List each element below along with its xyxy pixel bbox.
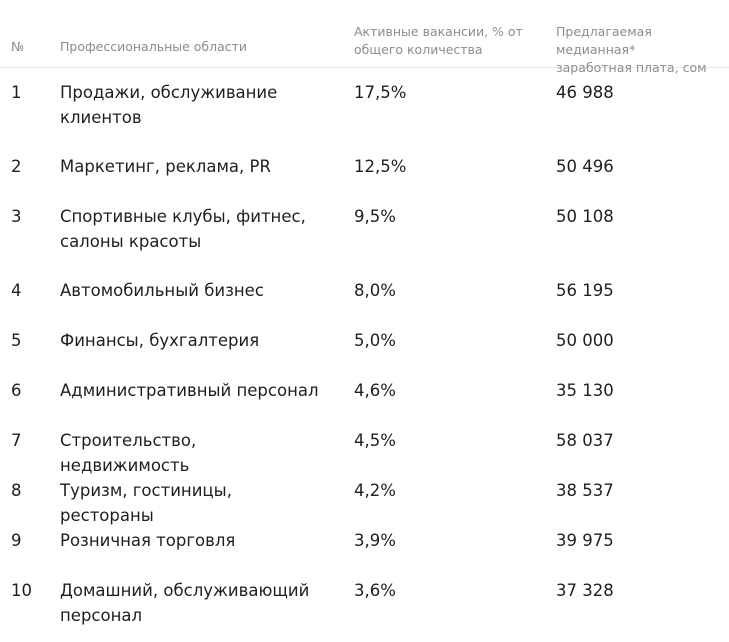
row-number: 6: [11, 381, 22, 400]
header-number: №: [11, 39, 25, 54]
row-professional-area: Туризм, гостиницы, рестораны: [60, 481, 232, 525]
row-vacancy-share: 17,5%: [354, 83, 407, 102]
row-vacancy-share: 3,9%: [354, 531, 396, 550]
row-median-salary: 46 988: [556, 83, 614, 102]
row-professional-area: Продажи, обслуживание клиентов: [60, 81, 330, 130]
row-professional-area: Маркетинг, реклама, PR: [60, 157, 271, 176]
row-median-salary: 37 328: [556, 581, 614, 600]
row-vacancy-share: 5,0%: [354, 331, 396, 350]
table-row: 7 Строительство, недвижимость 4,5% 58 03…: [0, 416, 729, 475]
table-row: 3 Спортивные клубы, фитнес, салоны красо…: [0, 192, 729, 266]
header-share-line-2: общего количества: [354, 42, 483, 57]
row-median-salary: 50 108: [556, 207, 614, 226]
row-number: 9: [11, 531, 22, 550]
row-area-line-2: салоны красоты: [60, 231, 202, 251]
row-number: 2: [11, 157, 22, 176]
table-row: 6 Административный персонал 4,6% 35 130: [0, 366, 729, 416]
row-number: 4: [11, 281, 22, 300]
header-salary-line-2: заработная плата, сом: [556, 60, 707, 75]
row-professional-area: Спортивные клубы, фитнес, салоны красоты: [60, 205, 330, 254]
row-number: 7: [11, 431, 22, 450]
row-number: 8: [11, 481, 22, 500]
row-professional-area: Розничная торговля: [60, 531, 236, 550]
row-number: 10: [11, 581, 32, 600]
table-row: 4 Автомобильный бизнес 8,0% 56 195: [0, 266, 729, 316]
table-row: 8 Туризм, гостиницы, рестораны 4,2% 38 5…: [0, 466, 729, 525]
row-median-salary: 50 000: [556, 331, 614, 350]
row-area-line-1: Продажи, обслуживание: [60, 83, 278, 102]
table-row: 5 Финансы, бухгалтерия 5,0% 50 000: [0, 316, 729, 366]
row-median-salary: 38 537: [556, 481, 614, 500]
row-area-line-1: Спортивные клубы, фитнес,: [60, 207, 306, 226]
row-professional-area: Строительство, недвижимость: [60, 431, 197, 475]
header-median-salary: Предлагаемая медианная* заработная плата…: [556, 23, 729, 77]
header-share-line-1: Активные вакансии, % от: [354, 24, 523, 39]
row-number: 3: [11, 207, 22, 226]
row-median-salary: 58 037: [556, 431, 614, 450]
row-vacancy-share: 4,2%: [354, 481, 396, 500]
table-row: 10 Домашний, обслуживающий персонал 3,6%…: [0, 566, 729, 640]
row-median-salary: 56 195: [556, 281, 614, 300]
row-median-salary: 50 496: [556, 157, 614, 176]
row-vacancy-share: 8,0%: [354, 281, 396, 300]
row-professional-area: Автомобильный бизнес: [60, 281, 264, 300]
row-vacancy-share: 4,5%: [354, 431, 396, 450]
row-median-salary: 35 130: [556, 381, 614, 400]
row-number: 1: [11, 83, 22, 102]
row-vacancy-share: 9,5%: [354, 207, 396, 226]
header-salary-line-1: Предлагаемая медианная*: [556, 24, 652, 57]
row-professional-area: Финансы, бухгалтерия: [60, 331, 260, 350]
row-vacancy-share: 4,6%: [354, 381, 396, 400]
row-professional-area: Административный персонал: [60, 381, 319, 400]
row-median-salary: 39 975: [556, 531, 614, 550]
table-row: 9 Розничная торговля 3,9% 39 975: [0, 516, 729, 566]
header-professional-area: Профессиональные области: [60, 39, 248, 54]
row-area-line-1: Домашний, обслуживающий: [60, 581, 310, 600]
row-vacancy-share: 3,6%: [354, 581, 396, 600]
table-row: 1 Продажи, обслуживание клиентов 17,5% 4…: [0, 68, 729, 142]
row-area-line-2: клиентов: [60, 107, 142, 127]
table-header: № Профессиональные области Активные вака…: [0, 0, 729, 75]
row-number: 5: [11, 331, 22, 350]
header-active-vacancies-share: Активные вакансии, % от общего количеств…: [354, 23, 534, 59]
row-professional-area: Домашний, обслуживающий персонал: [60, 579, 330, 628]
row-vacancy-share: 12,5%: [354, 157, 407, 176]
table-row: 2 Маркетинг, реклама, PR 12,5% 50 496: [0, 142, 729, 192]
row-area-line-2: персонал: [60, 605, 143, 625]
